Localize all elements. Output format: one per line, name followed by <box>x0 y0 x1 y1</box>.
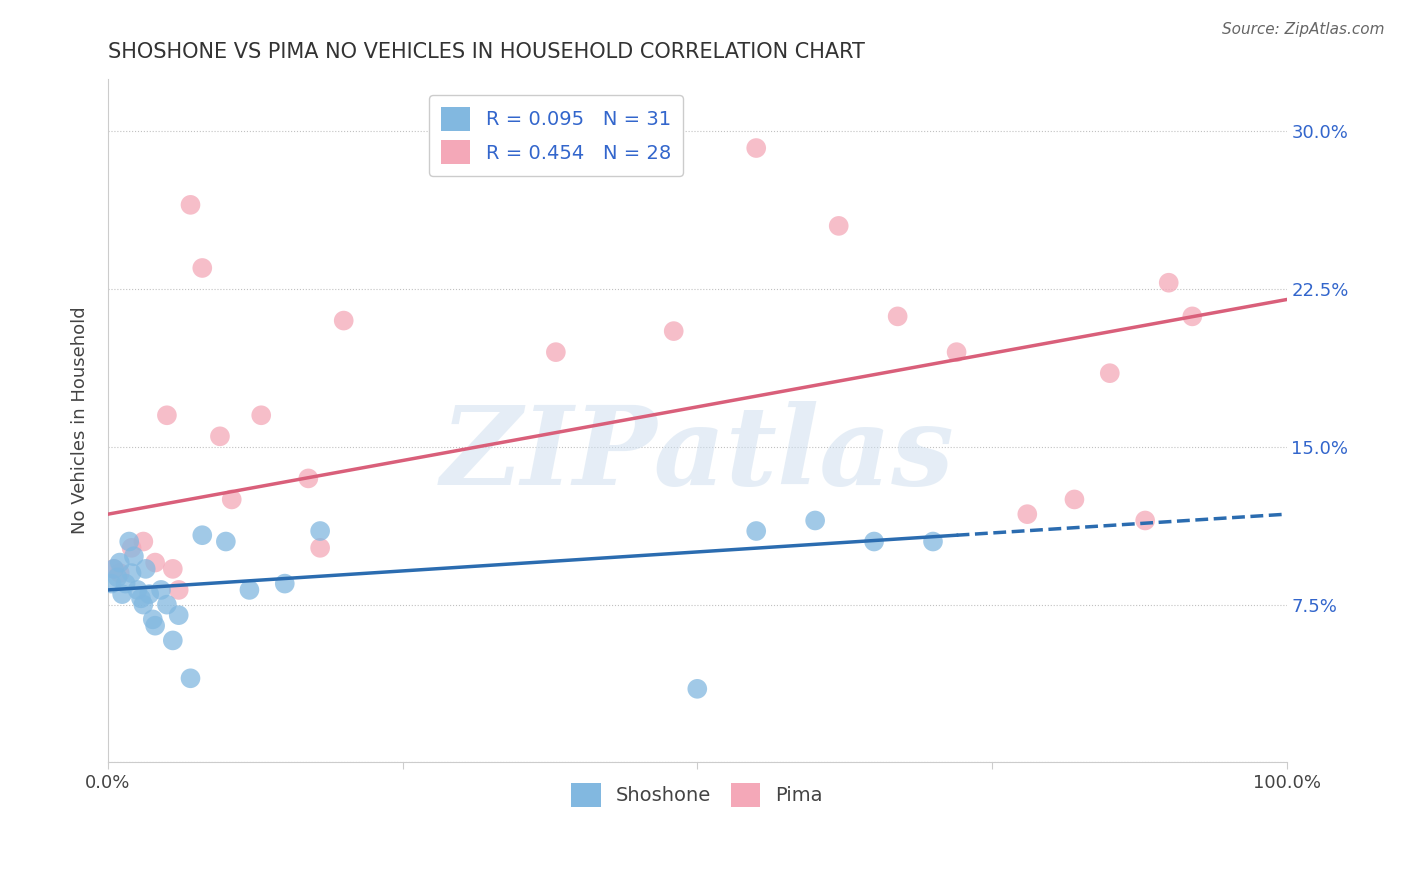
Point <box>191 260 214 275</box>
Point <box>162 562 184 576</box>
Point <box>250 409 273 423</box>
Point <box>143 556 166 570</box>
Point <box>100 576 122 591</box>
Point <box>135 562 157 576</box>
Point <box>686 681 709 696</box>
Point <box>129 591 152 606</box>
Point <box>103 562 125 576</box>
Point <box>132 598 155 612</box>
Point <box>1017 507 1039 521</box>
Point <box>138 587 160 601</box>
Y-axis label: No Vehicles in Household: No Vehicles in Household <box>72 307 89 534</box>
Point <box>662 324 685 338</box>
Point <box>332 313 354 327</box>
Point <box>121 541 143 555</box>
Point <box>1133 513 1156 527</box>
Point <box>922 534 945 549</box>
Point <box>238 582 260 597</box>
Point <box>118 534 141 549</box>
Point <box>886 310 908 324</box>
Point <box>114 576 136 591</box>
Point <box>1157 276 1180 290</box>
Point <box>274 576 297 591</box>
Legend: Shoshone, Pima: Shoshone, Pima <box>564 775 831 814</box>
Point <box>108 556 131 570</box>
Point <box>863 534 886 549</box>
Point <box>127 582 149 597</box>
Point <box>167 582 190 597</box>
Point <box>1181 310 1204 324</box>
Point <box>544 345 567 359</box>
Point <box>162 633 184 648</box>
Point <box>150 582 173 597</box>
Point <box>121 566 143 580</box>
Point <box>297 471 319 485</box>
Point <box>945 345 967 359</box>
Point <box>309 541 332 555</box>
Text: SHOSHONE VS PIMA NO VEHICLES IN HOUSEHOLD CORRELATION CHART: SHOSHONE VS PIMA NO VEHICLES IN HOUSEHOL… <box>108 42 865 62</box>
Point <box>215 534 238 549</box>
Point <box>103 562 125 576</box>
Point <box>167 608 190 623</box>
Point <box>208 429 231 443</box>
Point <box>745 141 768 155</box>
Point <box>179 198 201 212</box>
Point <box>122 549 145 564</box>
Point <box>309 524 332 538</box>
Point <box>191 528 214 542</box>
Point <box>221 492 243 507</box>
Point <box>745 524 768 538</box>
Point <box>108 566 131 580</box>
Point <box>107 570 129 584</box>
Point <box>143 618 166 632</box>
Point <box>1098 366 1121 380</box>
Point <box>156 409 179 423</box>
Text: ZIPatlas: ZIPatlas <box>440 401 955 508</box>
Point <box>111 587 134 601</box>
Point <box>804 513 827 527</box>
Point <box>179 671 201 685</box>
Point <box>1063 492 1085 507</box>
Point <box>142 612 165 626</box>
Text: Source: ZipAtlas.com: Source: ZipAtlas.com <box>1222 22 1385 37</box>
Point <box>828 219 851 233</box>
Point <box>156 598 179 612</box>
Point <box>132 534 155 549</box>
